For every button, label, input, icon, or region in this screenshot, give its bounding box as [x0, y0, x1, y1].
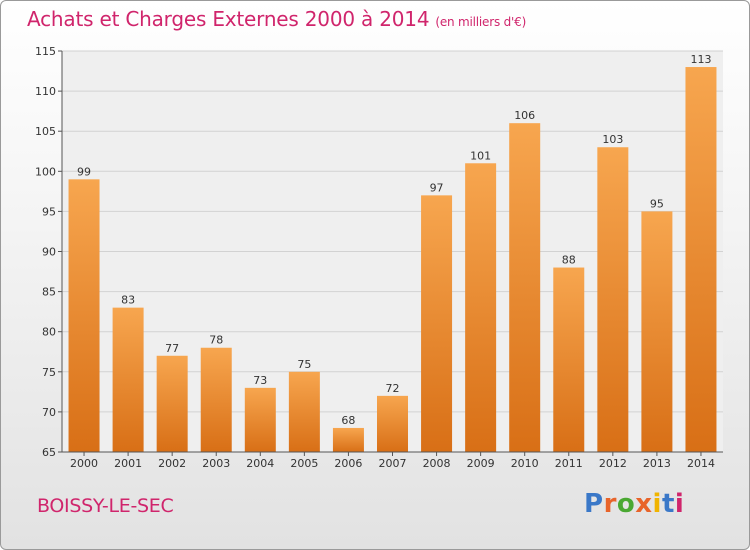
x-tick-label: 2000 [70, 457, 98, 470]
logo-letter: x [635, 489, 653, 519]
data-label: 106 [514, 109, 535, 122]
logo-letter: r [603, 489, 617, 519]
bar [288, 371, 320, 452]
x-tick-label: 2002 [158, 457, 186, 470]
y-tick-label: 65 [42, 446, 56, 459]
data-label: 103 [602, 133, 623, 146]
proxiti-logo: Proxiti [584, 489, 684, 519]
commune-name: BOISSY-LE-SEC [37, 495, 174, 517]
x-tick-label: 2007 [379, 457, 407, 470]
data-label: 95 [650, 197, 664, 210]
bar [68, 179, 100, 452]
data-label: 72 [386, 382, 400, 395]
x-tick-label: 2001 [114, 457, 142, 470]
data-label: 88 [562, 254, 576, 267]
bar [332, 427, 364, 452]
x-tick-label: 2008 [423, 457, 451, 470]
data-label: 78 [209, 334, 223, 347]
logo-letter: i [674, 489, 685, 519]
data-label: 83 [121, 294, 135, 307]
bar [509, 123, 541, 453]
chart-title: Achats et Charges Externes 2000 à 2014 (e… [27, 7, 526, 31]
y-tick-label: 80 [42, 326, 56, 339]
data-label: 75 [297, 358, 311, 371]
x-tick-label: 2009 [467, 457, 495, 470]
bar [244, 387, 276, 452]
data-label: 99 [77, 165, 91, 178]
x-tick-label: 2004 [246, 457, 274, 470]
bar [597, 147, 629, 453]
chart-subtitle: (en milliers d'€) [435, 15, 527, 29]
logo-letter: t [661, 489, 675, 519]
x-tick-label: 2005 [290, 457, 318, 470]
x-tick-label: 2006 [334, 457, 362, 470]
y-tick-label: 75 [42, 366, 56, 379]
data-label: 73 [253, 374, 267, 387]
x-tick-label: 2014 [687, 457, 715, 470]
chart-title-text: Achats et Charges Externes 2000 à 2014 [27, 7, 430, 31]
x-tick-label: 2010 [511, 457, 539, 470]
bar [377, 395, 408, 452]
y-tick-label: 105 [35, 125, 56, 138]
y-tick-label: 110 [35, 85, 56, 98]
x-tick-label: 2011 [555, 457, 583, 470]
bar [553, 267, 585, 452]
data-label: 101 [470, 149, 491, 162]
logo-letter: P [584, 489, 604, 519]
data-label: 113 [690, 53, 711, 66]
y-tick-label: 70 [42, 406, 56, 419]
y-tick-label: 115 [35, 45, 56, 58]
y-tick-label: 85 [42, 286, 56, 299]
data-label: 68 [341, 414, 355, 427]
bar [685, 67, 717, 452]
y-tick-label: 95 [42, 205, 56, 218]
bar [156, 355, 188, 452]
bar [421, 195, 453, 453]
logo-letter: i [652, 489, 662, 519]
y-tick-label: 90 [42, 246, 56, 259]
x-tick-label: 2013 [643, 457, 671, 470]
data-label: 77 [165, 342, 179, 355]
x-tick-label: 2003 [202, 457, 230, 470]
y-tick-label: 100 [35, 165, 56, 178]
bar [112, 307, 144, 452]
logo-letter: o [616, 489, 636, 519]
bar [641, 211, 673, 452]
bar [465, 163, 497, 452]
x-tick-label: 2012 [599, 457, 627, 470]
bar [200, 347, 232, 452]
data-label: 97 [430, 181, 444, 194]
